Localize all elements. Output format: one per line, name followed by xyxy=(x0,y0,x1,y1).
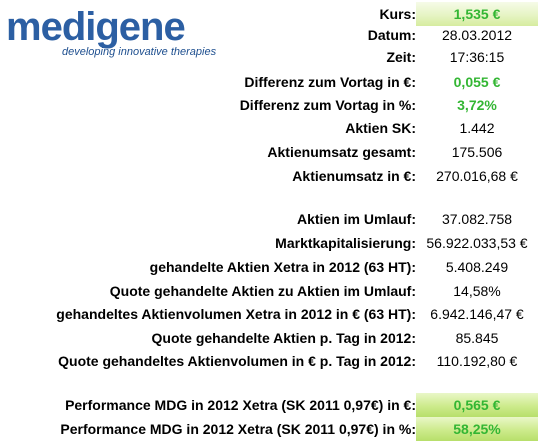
value-differenz-eur: 0,055 € xyxy=(453,74,501,90)
row-performance-pct: Performance MDG in 2012 Xetra (SK 2011 0… xyxy=(0,417,547,441)
value-quote-umlauf: 14,58% xyxy=(453,283,501,299)
row-aktien-sk: Aktien SK: 1.442 xyxy=(0,116,547,140)
value-gehandelte-aktien: 5.408.249 xyxy=(445,259,509,275)
label-datum: Datum: xyxy=(367,27,416,43)
label-aktien-sk: Aktien SK: xyxy=(345,120,416,136)
row-aktienumsatz-gesamt: Aktienumsatz gesamt: 175.506 xyxy=(0,140,547,164)
value-aktien-umlauf: 37.082.758 xyxy=(441,211,513,227)
row-quote-tag: Quote gehandelte Aktien p. Tag in 2012: … xyxy=(0,326,547,350)
label-performance-pct: Performance MDG in 2012 Xetra (SK 2011 0… xyxy=(60,421,416,437)
row-aktienvolumen: gehandeltes Aktienvolumen Xetra in 2012 … xyxy=(0,302,547,326)
row-aktienumsatz-eur: Aktienumsatz in €: 270.016,68 € xyxy=(0,164,547,188)
row-marktkapitalisierung: Marktkapitalisierung: 56.922.033,53 € xyxy=(0,231,547,255)
label-quote-umlauf: Quote gehandelte Aktien zu Aktien im Uml… xyxy=(109,283,416,299)
value-aktienumsatz-eur: 270.016,68 € xyxy=(436,168,518,184)
row-differenz-pct: Differenz zum Vortag in %: 3,72% xyxy=(0,93,547,117)
value-performance-eur: 0,565 € xyxy=(416,393,538,417)
row-quote-volumen-tag: Quote gehandeltes Aktienvolumen in € p. … xyxy=(0,349,547,373)
value-aktienumsatz-gesamt: 175.506 xyxy=(451,144,503,160)
row-performance-eur: Performance MDG in 2012 Xetra (SK 2011 0… xyxy=(0,393,547,417)
value-kurs: 1,535 € xyxy=(416,2,538,26)
label-kurs: Kurs: xyxy=(379,6,416,22)
value-quote-tag: 85.845 xyxy=(455,330,499,346)
value-quote-volumen-tag: 110.192,80 € xyxy=(436,353,518,369)
label-gehandelte-aktien: gehandelte Aktien Xetra in 2012 (63 HT): xyxy=(149,259,416,275)
label-aktienvolumen: gehandeltes Aktienvolumen Xetra in 2012 … xyxy=(56,306,416,322)
row-differenz-eur: Differenz zum Vortag in €: 0,055 € xyxy=(0,70,547,94)
label-differenz-eur: Differenz zum Vortag in €: xyxy=(244,74,416,90)
row-quote-umlauf: Quote gehandelte Aktien zu Aktien im Uml… xyxy=(0,279,547,303)
label-marktkapitalisierung: Marktkapitalisierung: xyxy=(275,235,416,251)
label-differenz-pct: Differenz zum Vortag in %: xyxy=(239,97,416,113)
label-aktien-umlauf: Aktien im Umlauf: xyxy=(296,211,416,227)
label-quote-volumen-tag: Quote gehandeltes Aktienvolumen in € p. … xyxy=(58,353,416,369)
value-differenz-pct: 3,72% xyxy=(457,97,497,113)
label-aktienumsatz-eur: Aktienumsatz in €: xyxy=(292,168,416,184)
value-marktkapitalisierung: 56.922.033,53 € xyxy=(426,235,528,251)
label-aktienumsatz-gesamt: Aktienumsatz gesamt: xyxy=(267,144,416,160)
row-kurs: Kurs: 1,535 € xyxy=(0,2,547,26)
row-gehandelte-aktien: gehandelte Aktien Xetra in 2012 (63 HT):… xyxy=(0,255,547,279)
value-performance-pct: 58,25% xyxy=(416,417,538,441)
value-zeit: 17:36:15 xyxy=(449,49,505,65)
logo-tagline: developing innovative therapies xyxy=(62,46,217,58)
value-datum: 28.03.2012 xyxy=(441,27,513,43)
value-aktienvolumen: 6.942.146,47 € xyxy=(430,306,524,322)
row-zeit: Zeit: 17:36:15 xyxy=(0,45,547,69)
logo-wordmark: medigene xyxy=(6,5,186,49)
label-zeit: Zeit: xyxy=(386,49,416,65)
row-datum: Datum: 28.03.2012 xyxy=(0,23,547,47)
row-aktien-umlauf: Aktien im Umlauf: 37.082.758 xyxy=(0,207,547,231)
value-aktien-sk: 1.442 xyxy=(459,120,495,136)
medigene-logo: medigene developing innovative therapies xyxy=(6,4,228,60)
label-quote-tag: Quote gehandelte Aktien p. Tag in 2012: xyxy=(151,330,417,346)
label-performance-eur: Performance MDG in 2012 Xetra (SK 2011 0… xyxy=(65,397,416,413)
